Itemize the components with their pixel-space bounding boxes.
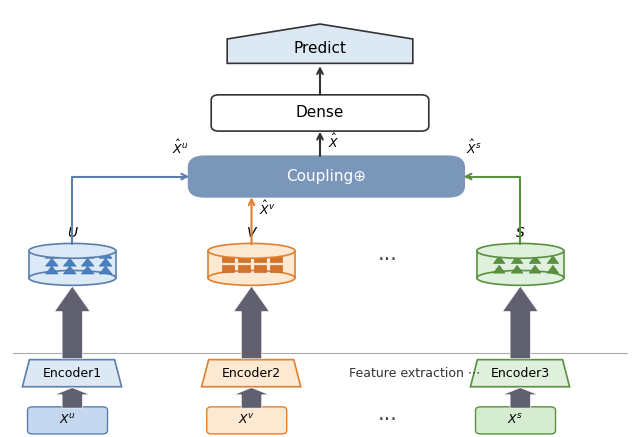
Ellipse shape: [29, 271, 116, 285]
Bar: [254, 255, 266, 262]
Polygon shape: [202, 360, 301, 387]
Text: S: S: [516, 226, 525, 240]
Polygon shape: [470, 360, 570, 387]
Polygon shape: [63, 266, 76, 274]
FancyArrow shape: [54, 286, 90, 359]
Polygon shape: [99, 250, 112, 258]
Text: Encoder3: Encoder3: [490, 367, 550, 380]
Polygon shape: [45, 258, 58, 266]
Text: Predict: Predict: [294, 41, 346, 56]
Text: ···: ···: [377, 250, 397, 270]
Bar: [270, 265, 282, 272]
Text: $X^v$: $X^v$: [238, 413, 255, 427]
Bar: [208, 251, 295, 278]
FancyBboxPatch shape: [211, 95, 429, 131]
Polygon shape: [63, 250, 76, 258]
Ellipse shape: [29, 243, 116, 258]
Polygon shape: [511, 265, 523, 273]
Bar: [29, 251, 116, 278]
Text: ···: ···: [377, 410, 397, 430]
Polygon shape: [45, 266, 58, 274]
Polygon shape: [547, 265, 559, 273]
FancyBboxPatch shape: [476, 407, 556, 434]
Polygon shape: [22, 360, 122, 387]
Polygon shape: [511, 256, 523, 264]
Bar: [254, 265, 266, 272]
Text: $\hat{X}^u$: $\hat{X}^u$: [172, 139, 189, 157]
Ellipse shape: [208, 243, 295, 258]
Ellipse shape: [208, 271, 295, 285]
Ellipse shape: [477, 243, 564, 258]
Text: $X^s$: $X^s$: [508, 413, 524, 427]
Polygon shape: [547, 256, 559, 264]
Text: $\hat{X}$: $\hat{X}$: [328, 132, 339, 151]
Polygon shape: [99, 258, 112, 266]
Polygon shape: [81, 250, 94, 258]
Text: $\hat{X}^s$: $\hat{X}^s$: [466, 139, 481, 157]
Polygon shape: [81, 258, 94, 266]
FancyBboxPatch shape: [28, 407, 108, 434]
FancyBboxPatch shape: [207, 407, 287, 434]
Text: $\hat{X}^v$: $\hat{X}^v$: [259, 200, 276, 218]
Bar: [222, 255, 234, 262]
FancyArrow shape: [54, 388, 90, 408]
Text: Encoder1: Encoder1: [42, 367, 102, 380]
Text: $X^u$: $X^u$: [59, 413, 76, 427]
FancyArrow shape: [234, 388, 269, 408]
Bar: [477, 251, 564, 278]
Polygon shape: [529, 256, 541, 264]
Text: Dense: Dense: [296, 105, 344, 121]
Polygon shape: [227, 24, 413, 63]
Text: Feature extraction ⋯: Feature extraction ⋯: [349, 367, 480, 380]
Polygon shape: [493, 265, 505, 273]
Polygon shape: [99, 266, 112, 274]
FancyArrow shape: [502, 388, 538, 408]
Bar: [238, 255, 250, 262]
Polygon shape: [493, 256, 505, 264]
Text: U: U: [67, 226, 77, 240]
Text: V: V: [247, 226, 256, 240]
Bar: [222, 265, 234, 272]
Polygon shape: [81, 266, 94, 274]
Polygon shape: [529, 265, 541, 273]
FancyArrow shape: [234, 286, 269, 359]
Bar: [238, 265, 250, 272]
FancyArrow shape: [502, 286, 538, 359]
Bar: [270, 255, 282, 262]
FancyBboxPatch shape: [189, 156, 464, 197]
Ellipse shape: [477, 271, 564, 285]
Polygon shape: [63, 258, 76, 266]
Polygon shape: [45, 250, 58, 258]
Text: Coupling⊕: Coupling⊕: [287, 169, 366, 184]
Text: Encoder2: Encoder2: [221, 367, 281, 380]
